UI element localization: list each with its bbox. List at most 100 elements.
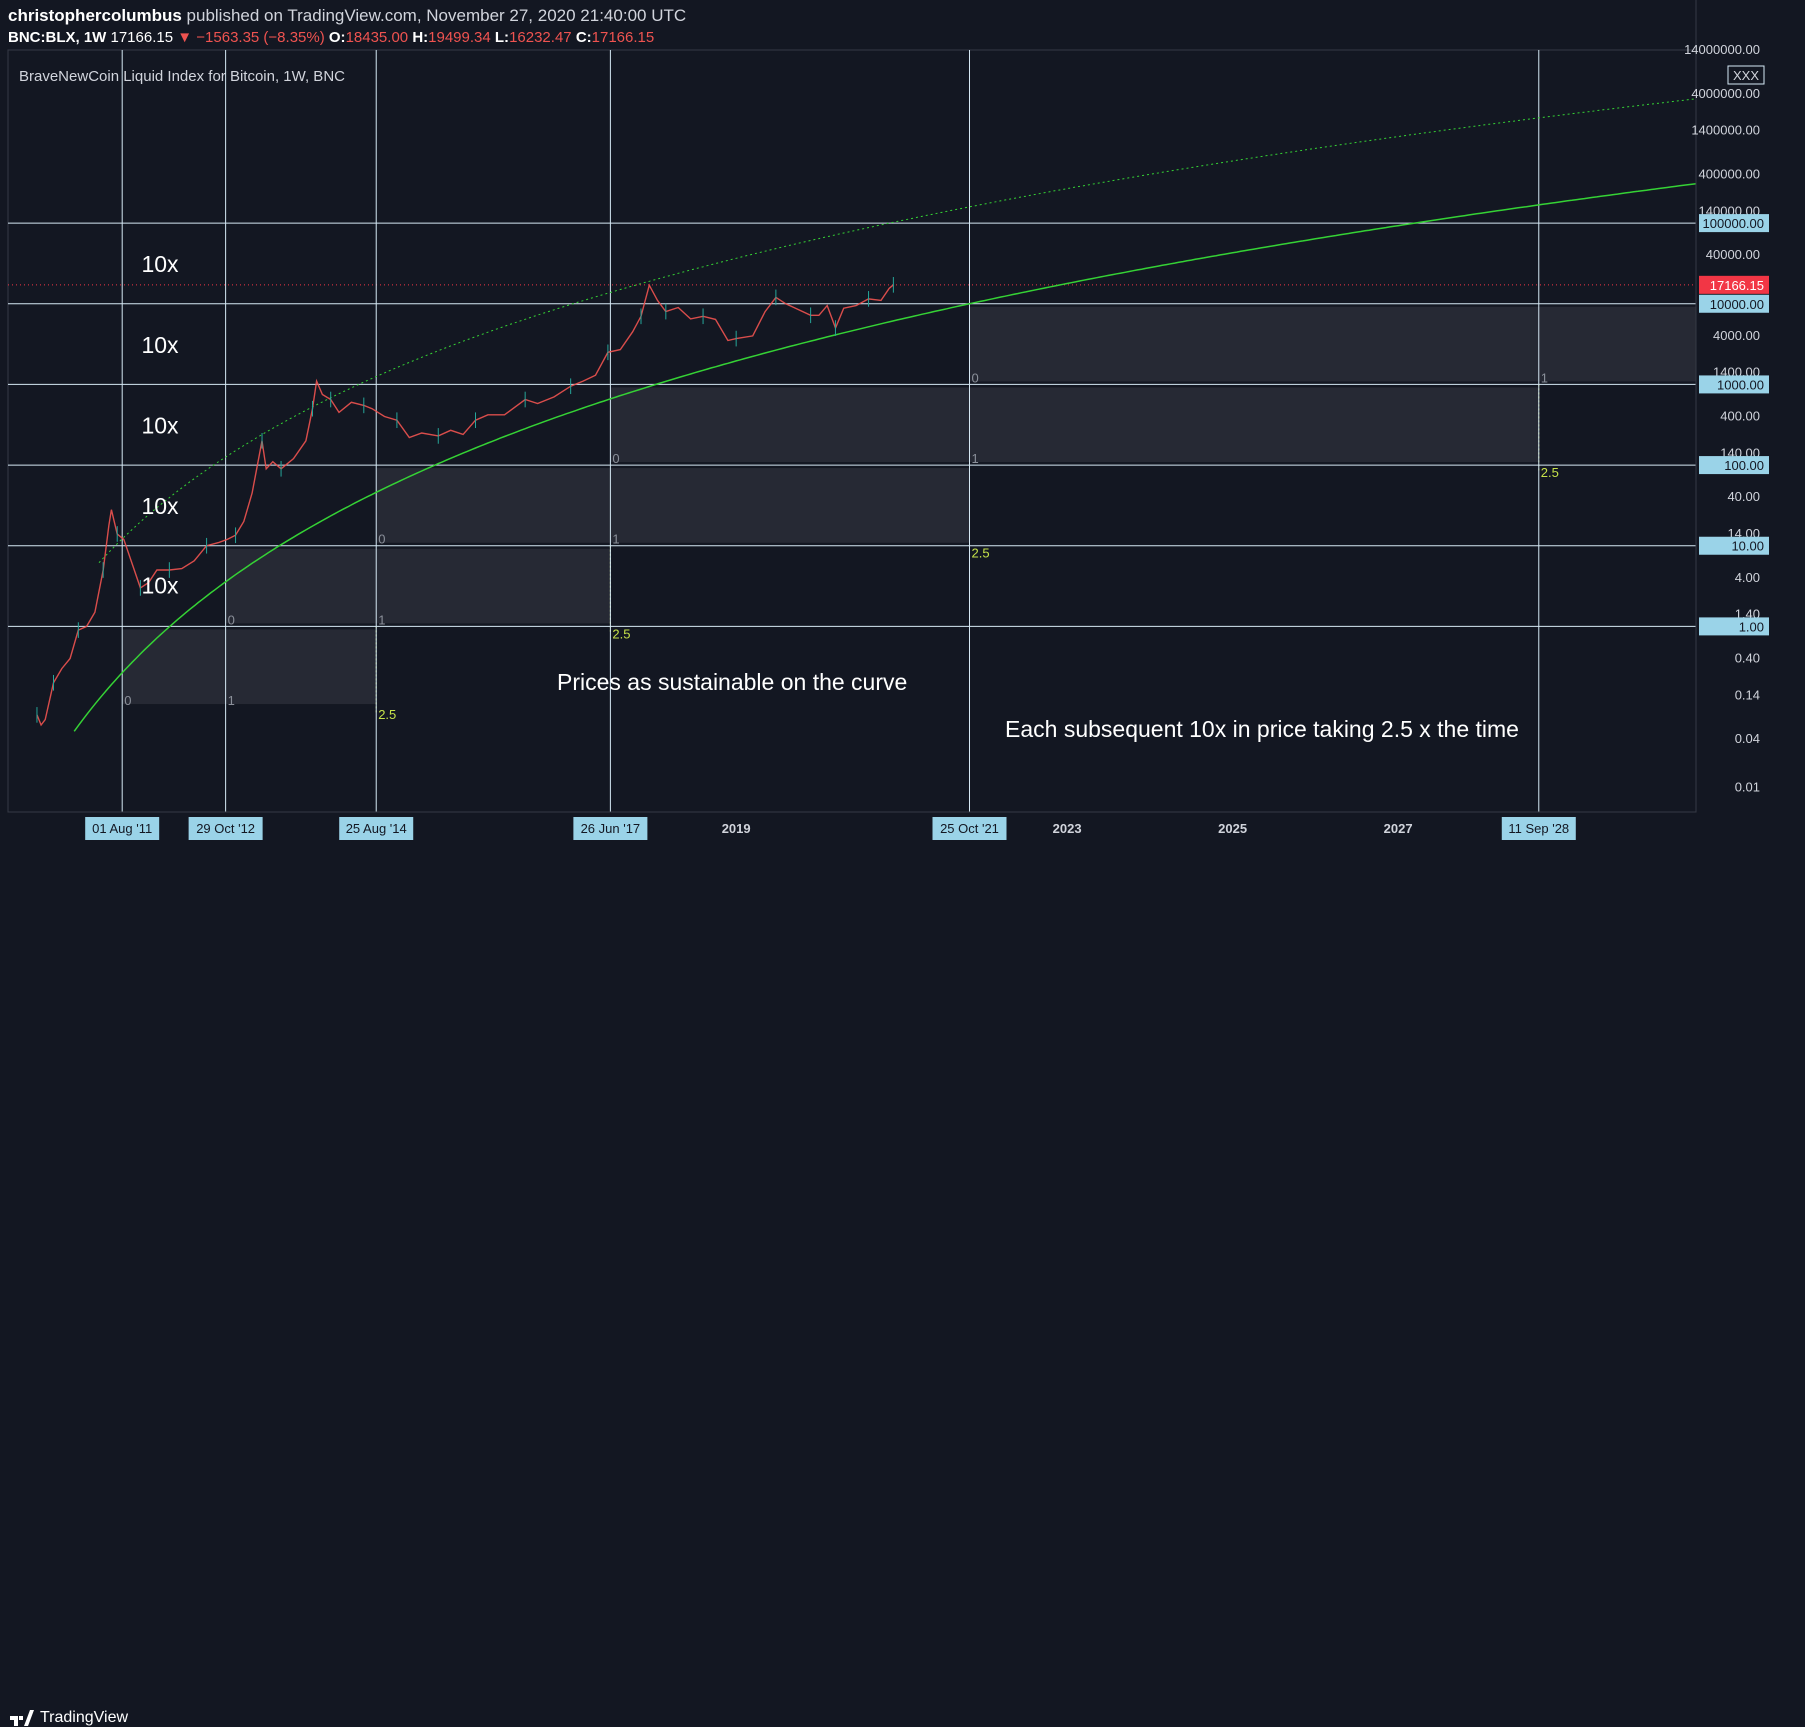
level-price-badge (1699, 456, 1769, 475)
ten-x-label: 10x (141, 332, 179, 358)
price-tick-label: 4.00 (1735, 570, 1760, 585)
price-series (36, 277, 894, 727)
fib-label-1: 1 (612, 532, 619, 547)
close-label: C: (575, 29, 592, 46)
time-tick-label: 2023 (1053, 821, 1082, 836)
last-price-badge (1699, 275, 1769, 294)
support-curve (73, 182, 1697, 732)
price-tick-label: 0.04 (1735, 731, 1760, 746)
fib-zone (376, 468, 970, 543)
price-tick-label: 0.14 (1735, 687, 1760, 702)
legend-close-label: XXX (1733, 68, 1759, 83)
grid-lines (7, 49, 1697, 813)
level-price-label: 100000.00 (1703, 216, 1764, 231)
fib-label-2-5: 2.5 (378, 707, 396, 722)
author-name[interactable]: christophercolumbus (8, 6, 182, 25)
footer-bar: TradingView (0, 847, 1805, 1726)
tradingview-brand: TradingView (40, 1709, 129, 1726)
time-annotation: Each subsequent 10x in price taking 2.5 … (1005, 716, 1519, 742)
date-marker-label: 25 Aug '14 (346, 821, 407, 836)
fib-label-0: 0 (971, 370, 978, 385)
level-price-label: 100.00 (1724, 458, 1764, 473)
time-axis[interactable]: 2019 2023 2025 2027 01 Aug '11 29 Oct '12 25 A… (8, 811, 1696, 840)
date-marker-label: 25 Oct '21 (940, 821, 999, 836)
open-label: O: (328, 29, 346, 46)
level-price-badge (1699, 214, 1769, 233)
tradingview-logo[interactable]: TradingView (10, 1709, 128, 1727)
date-marker-label: 26 Jun '17 (581, 821, 641, 836)
date-marker-badge (339, 817, 414, 840)
price-tick-label: 4000.00 (1713, 328, 1760, 343)
fib-label-1: 1 (1541, 370, 1548, 385)
legend-close-button[interactable]: XXX (1727, 65, 1765, 85)
high-label: H: (412, 29, 429, 46)
fib-label-2-5: 2.5 (971, 546, 989, 561)
fib-zone (225, 548, 611, 624)
close-value: 17166.15 (591, 29, 655, 46)
price-tick-label: 40000.00 (1706, 247, 1760, 262)
open-value: 18435.00 (345, 29, 409, 46)
ohlc-row: BNC:BLX, 1W 17166.15 ▼ −1563.35 (−8.35%)… (8, 29, 654, 46)
price-tick-label: 400.00 (1720, 409, 1760, 424)
ten-x-label: 10x (141, 251, 179, 277)
fib-label-0: 0 (124, 693, 131, 708)
date-marker-label: 11 Sep '28 (1508, 821, 1569, 836)
upper-curve (98, 98, 1697, 564)
fib-label-1: 1 (971, 451, 978, 466)
level-price-label: 1000.00 (1717, 377, 1764, 392)
price-tick-label: 0.40 (1735, 650, 1760, 665)
growth-curves (73, 98, 1697, 732)
fib-label-1: 1 (378, 612, 385, 627)
fib-label-0: 0 (612, 451, 619, 466)
fib-label-2-5: 2.5 (1541, 465, 1559, 480)
time-tick-label: 2019 (722, 821, 751, 836)
fib-label-0: 0 (228, 612, 235, 627)
level-price-badge (1699, 617, 1769, 636)
price-axis[interactable]: 14000000.00 4000000.00 1400000.00 400000.00… (1684, 0, 1769, 812)
price-tick-label: 400000.00 (1699, 167, 1760, 182)
fib-time-zones: 0 1 2.5 0 1 2.5 0 1 2.5 0 1 2.5 0 1 (122, 306, 1696, 722)
price-tick-label: 1400000.00 (1691, 123, 1760, 138)
ten-x-label: 10x (141, 573, 179, 599)
last-price: 17166.15 (110, 29, 174, 46)
chart-title: BraveNewCoin Liquid Index for Bitcoin, 1… (19, 68, 345, 85)
level-price-badge (1699, 375, 1769, 394)
date-marker-badge (1501, 817, 1576, 840)
symbol[interactable]: BNC:BLX, 1W (8, 29, 107, 46)
high-value: 19499.34 (428, 29, 491, 46)
down-arrow-icon: ▼ (177, 29, 193, 46)
fib-zone (969, 306, 1696, 382)
date-marker-label: 01 Aug '11 (92, 821, 152, 836)
level-price-label: 10000.00 (1710, 297, 1764, 312)
time-tick-label: 2025 (1218, 821, 1247, 836)
fib-zone (122, 629, 377, 705)
level-price-label: 1.00 (1739, 619, 1764, 634)
date-marker-badge (188, 817, 263, 840)
price-tick-label: 0.01 (1735, 780, 1760, 795)
price-change: −1563.35 (−8.35%) (196, 29, 325, 46)
fib-label-0: 0 (378, 532, 385, 547)
fib-label-1: 1 (228, 693, 235, 708)
low-value: 16232.47 (509, 29, 572, 46)
chart-labels: 10x 10x 10x 10x 10x (141, 251, 179, 599)
date-marker-label: 29 Oct '12 (196, 821, 255, 836)
date-marker-badge (573, 817, 648, 840)
time-tick-label: 2027 (1384, 821, 1413, 836)
price-tick-label: 40.00 (1727, 489, 1760, 504)
ten-x-label: 10x (141, 412, 179, 438)
published-text: published on TradingView.com, November 2… (181, 6, 687, 25)
low-label: L: (494, 29, 510, 46)
price-tick-label: 14000000.00 (1684, 42, 1760, 57)
price-tick-label: 4000000.00 (1691, 86, 1760, 101)
date-marker-badge (932, 817, 1007, 840)
fib-label-2-5: 2.5 (612, 626, 630, 641)
level-price-badge (1699, 536, 1769, 555)
price-chart[interactable]: 0 1 2.5 0 1 2.5 0 1 2.5 0 1 2.5 0 1 10x 10x 10x 10x 10x 1… (0, 0, 1805, 847)
ten-x-label: 10x (141, 493, 179, 519)
fib-zone (610, 387, 1539, 463)
tradingview-icon (10, 1710, 34, 1726)
level-price-label: 10.00 (1731, 539, 1764, 554)
level-price-badge (1699, 294, 1769, 313)
last-price-label: 17166.15 (1710, 278, 1764, 293)
curve-annotation: Prices as sustainable on the curve (557, 669, 907, 695)
